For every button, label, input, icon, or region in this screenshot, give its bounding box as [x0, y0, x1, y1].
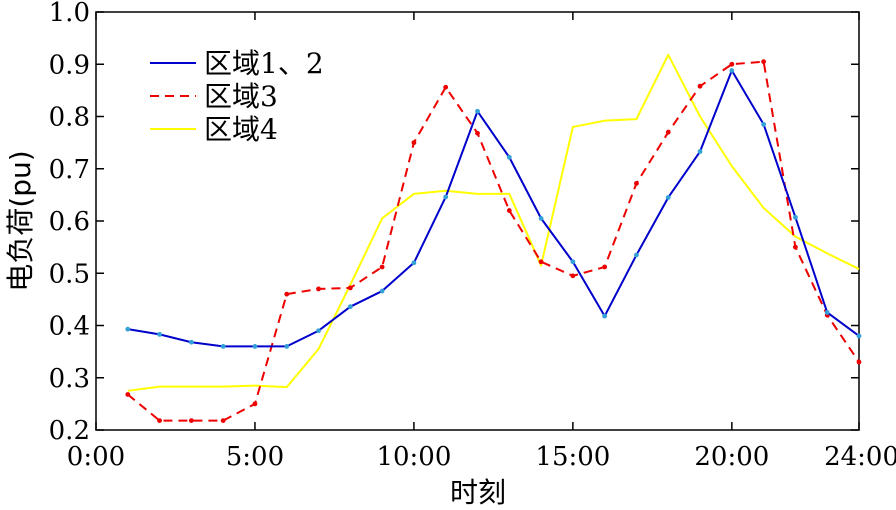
data-point: [443, 194, 449, 200]
data-point: [316, 328, 321, 334]
data-point: [697, 149, 703, 154]
series-3: [127, 53, 860, 392]
x-tick-label: 0:00: [67, 442, 125, 472]
data-point: [125, 392, 131, 397]
series-1: [125, 68, 862, 349]
x-axis-title: 时刻: [450, 476, 506, 509]
data-point: [602, 264, 608, 270]
data-point: [793, 214, 798, 220]
data-point: [157, 418, 162, 423]
plot-frame: [95, 11, 860, 431]
data-point: [761, 59, 767, 65]
data-point: [856, 359, 862, 365]
data-point: [761, 121, 767, 127]
x-tick-label: 24:00: [824, 442, 896, 472]
data-point: [252, 344, 258, 349]
data-point: [506, 208, 512, 213]
y-tick-label: 0.7: [49, 155, 90, 185]
data-point: [379, 288, 385, 294]
y-tick-label: 0.5: [49, 259, 90, 289]
data-point: [125, 326, 131, 332]
x-tick-label: 5:00: [226, 442, 284, 472]
series-line: [127, 69, 860, 348]
data-point: [824, 310, 830, 315]
y-tick-label: 0.3: [49, 364, 90, 394]
data-point: [475, 130, 480, 136]
data-point: [602, 313, 608, 319]
legend-label: 区域3: [204, 80, 278, 113]
y-axis-title: 电负荷(pu): [4, 150, 37, 291]
x-tick-label: 15:00: [535, 442, 610, 472]
data-point: [793, 244, 798, 250]
tick-labels: 0:00 5:00 10:00 15:00 20:00 24:00 0.2 0.3 0.4 0.5…: [49, 0, 896, 472]
data-point: [665, 195, 671, 200]
x-tick-label: 20:00: [694, 442, 769, 472]
x-tick-label: 10:00: [376, 442, 451, 472]
data-point: [220, 344, 226, 349]
y-tick-label: 0.4: [49, 312, 90, 342]
data-point: [538, 259, 544, 265]
data-point: [284, 291, 290, 297]
legend-item: 区域3: [150, 80, 278, 113]
data-point: [220, 418, 226, 423]
data-point: [506, 154, 512, 160]
legend-item: 区域1、2: [150, 47, 324, 80]
data-point: [665, 129, 671, 135]
data-point: [443, 84, 449, 90]
data-point: [475, 108, 480, 114]
data-point: [697, 83, 703, 89]
data-point: [570, 273, 576, 279]
legend-label: 区域4: [204, 113, 278, 146]
series-2: [125, 59, 862, 423]
data-point: [729, 61, 735, 67]
data-point: [157, 331, 162, 337]
y-tick-label: 0.8: [49, 103, 90, 133]
series-line: [127, 60, 860, 422]
data-point: [411, 140, 417, 146]
axis-ticks: [95, 11, 860, 431]
data-point: [252, 401, 258, 407]
y-tick-label: 0.2: [49, 416, 90, 446]
data-point: [634, 252, 639, 258]
series-layer: [125, 53, 862, 423]
data-point: [316, 286, 321, 292]
series-line: [127, 53, 860, 392]
data-point: [856, 333, 862, 339]
data-point: [347, 304, 353, 310]
data-point: [634, 180, 639, 186]
data-point: [411, 260, 417, 266]
data-point: [729, 68, 735, 73]
data-point: [379, 264, 385, 270]
data-point: [570, 259, 576, 265]
data-point: [188, 339, 194, 345]
y-tick-label: 0.6: [49, 207, 90, 237]
y-tick-label: 0.9: [49, 50, 90, 80]
data-point: [188, 418, 194, 423]
legend-label: 区域1、2: [204, 47, 324, 80]
data-point: [284, 344, 290, 349]
data-point: [347, 285, 353, 291]
y-tick-label: 1.0: [49, 0, 90, 28]
legend-item: 区域4: [150, 113, 278, 146]
data-point: [538, 215, 544, 221]
